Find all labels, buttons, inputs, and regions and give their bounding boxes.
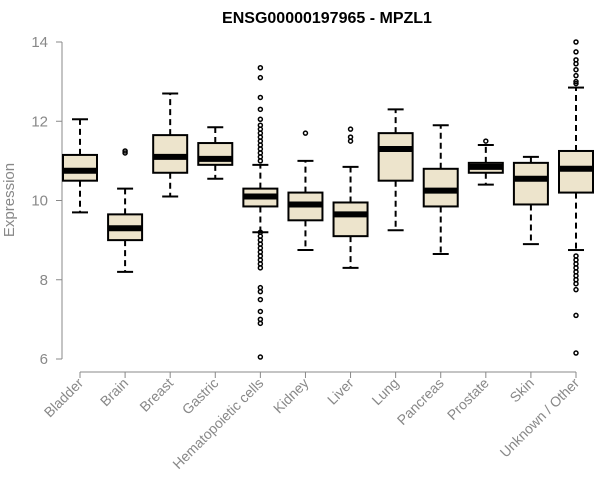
outlier-point	[573, 280, 579, 287]
box-bladder	[62, 118, 98, 214]
y-tick-label: 10	[31, 193, 48, 210]
y-axis: 6 8 10 12 14	[31, 34, 63, 368]
x-tick-label: Skin	[506, 375, 537, 406]
box-liver	[332, 126, 369, 269]
outlier-point	[257, 265, 264, 271]
outlier-point	[302, 130, 309, 136]
box-hematopoietic-cells	[242, 65, 279, 360]
y-tick-label: 12	[31, 113, 48, 130]
box-prostate	[467, 138, 504, 186]
x-tick-label: Liver	[324, 375, 357, 408]
y-tick-label: 6	[40, 351, 48, 368]
x-tick-label: Pancreas	[394, 375, 447, 428]
outlier-point	[573, 39, 579, 45]
box-iqr	[377, 132, 414, 182]
y-tick-label: 14	[31, 34, 48, 51]
outlier-point	[257, 65, 264, 71]
box-skin	[512, 155, 549, 246]
outlier-point	[257, 106, 264, 113]
x-tick-label: Breast	[136, 375, 176, 415]
box-lung	[377, 108, 414, 232]
outlier-point	[573, 80, 579, 87]
outlier-point	[257, 116, 264, 123]
y-tick-label: 8	[40, 272, 48, 289]
outlier-point	[347, 126, 354, 132]
x-tick-label: Lung	[368, 375, 401, 408]
outlier-point	[573, 350, 579, 356]
outlier-point	[257, 158, 264, 164]
box-iqr	[332, 201, 369, 238]
x-tick-label: Bladder	[41, 375, 87, 421]
x-tick-label: Brain	[97, 375, 131, 409]
x-tick-label: Gastric	[179, 375, 222, 418]
outlier-point	[257, 288, 264, 295]
outlier-point	[257, 296, 264, 303]
outlier-point	[257, 94, 264, 101]
outlier-point	[573, 286, 579, 293]
x-tick-label: Kidney	[270, 375, 312, 417]
outlier-point	[257, 308, 264, 315]
box-brain	[107, 148, 144, 273]
box-iqr	[512, 161, 549, 206]
x-tick-label: Prostate	[444, 375, 492, 423]
box-gastric	[197, 126, 234, 180]
chart-title: ENSG00000197965 - MPZL1	[222, 10, 432, 27]
y-axis-label: Expression	[1, 163, 18, 237]
outlier-point	[257, 320, 264, 327]
outlier-point	[257, 354, 264, 360]
box-kidney	[287, 130, 324, 252]
box-pancreas	[422, 124, 459, 255]
outlier-point	[257, 74, 264, 81]
outlier-point	[347, 134, 354, 140]
outlier-point	[573, 78, 579, 85]
boxes-group	[62, 39, 594, 360]
box-breast	[152, 92, 189, 198]
outlier-point	[122, 148, 128, 154]
x-tick-label: Unknown / Other	[497, 375, 583, 461]
outlier-point	[573, 72, 579, 79]
outlier-point	[573, 61, 579, 67]
outlier-point	[122, 150, 128, 156]
outlier-point	[573, 49, 579, 55]
outlier-point	[483, 138, 489, 144]
outlier-point	[573, 66, 579, 73]
outlier-point	[573, 312, 579, 319]
box-unknown-other	[558, 39, 594, 356]
